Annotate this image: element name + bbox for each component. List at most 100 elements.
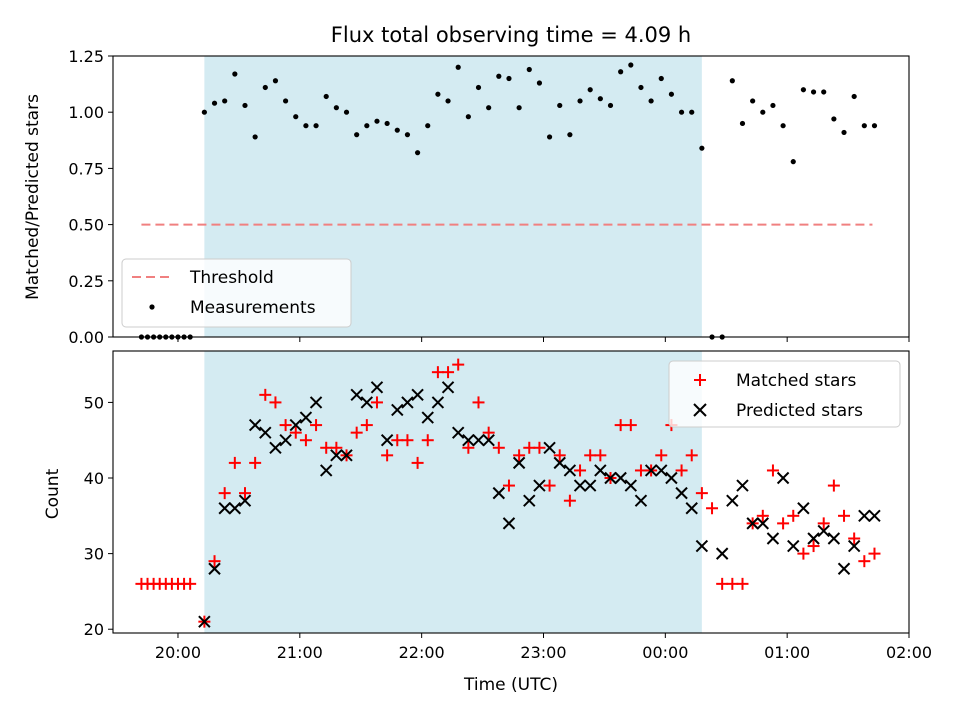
- predicted-star-point: [847, 539, 861, 553]
- top-y-tick-label: 1.25: [68, 47, 104, 66]
- top-y-tick-label: 0.75: [68, 159, 104, 178]
- predicted-star-point: [472, 434, 485, 447]
- matched-star-point: [787, 509, 800, 522]
- predicted-star-point: [309, 396, 323, 409]
- predicted-star-point: [401, 396, 414, 409]
- measurement-point: [425, 123, 431, 129]
- legend-measurement-swatch: [149, 304, 155, 310]
- matched-star-point: [736, 577, 749, 590]
- legend-threshold-label: Threshold: [189, 268, 274, 288]
- matched-star-point: [259, 388, 272, 401]
- measurement-point: [577, 98, 583, 104]
- predicted-star-point: [756, 517, 770, 530]
- predicted-star-point: [553, 456, 566, 470]
- matched-star-point: [218, 487, 231, 500]
- predicted-star-point: [766, 532, 780, 545]
- predicted-star-point: [512, 456, 526, 470]
- measurement-point: [445, 98, 451, 104]
- predicted-star-point: [411, 388, 424, 402]
- predicted-star-point: [421, 411, 434, 424]
- measurement-point: [283, 98, 289, 104]
- predicted-star-point: [746, 517, 759, 530]
- matched-star-point: [482, 426, 495, 439]
- measurement-point: [374, 118, 380, 124]
- matched-star-point: [228, 456, 241, 469]
- predicted-star-point: [726, 494, 739, 507]
- bottom-y-tick-label: 50: [84, 393, 104, 412]
- matched-star-point: [442, 366, 455, 379]
- measurement-point: [414, 150, 421, 156]
- predicted-star-point: [482, 434, 495, 447]
- top-y-tick-label: 0.00: [68, 328, 104, 347]
- predicted-star-point: [807, 532, 820, 545]
- predicted-star-point: [644, 464, 658, 477]
- x-tick-label: 21:00: [277, 643, 323, 662]
- matched-star-point: [817, 517, 830, 530]
- top-y-tick-label: 1.00: [68, 103, 104, 122]
- predicted-star-points: [198, 381, 881, 628]
- matched-star-point: [381, 449, 394, 462]
- matched-star-point: [726, 577, 739, 590]
- matched-star-point: [675, 464, 688, 477]
- predicted-star-point: [624, 479, 638, 492]
- predicted-star-point: [715, 547, 729, 560]
- predicted-star-point: [868, 509, 881, 523]
- measurement-point: [323, 93, 329, 100]
- matched-star-point: [655, 449, 668, 462]
- top-legend-box: [121, 258, 352, 328]
- matched-star-point: [289, 426, 302, 439]
- measurement-point: [496, 73, 502, 79]
- legend-matched-swatch: [694, 374, 706, 386]
- matched-star-point: [563, 494, 576, 507]
- measurement-point: [343, 109, 350, 115]
- matched-star-point: [421, 434, 434, 447]
- predicted-star-point: [523, 494, 536, 507]
- legend-predicted-swatch: [693, 403, 707, 417]
- predicted-star-point: [269, 441, 282, 454]
- measurement-point: [628, 62, 634, 68]
- measurement-point: [455, 64, 461, 70]
- predicted-star-point: [614, 471, 627, 485]
- predicted-star-point: [685, 502, 698, 515]
- measurement-point: [506, 75, 512, 82]
- predicted-star-point: [502, 517, 516, 530]
- measurement-point: [557, 102, 563, 109]
- measurement-point: [333, 105, 339, 111]
- x-tick-label: 02:00: [886, 643, 932, 662]
- measurement-point: [607, 102, 614, 109]
- measurement-point: [638, 84, 644, 91]
- measurement-point: [810, 89, 817, 95]
- predicted-star-point: [776, 471, 790, 485]
- measurement-point: [841, 129, 847, 136]
- matched-star-point: [523, 441, 536, 454]
- predicted-star-point: [320, 464, 333, 477]
- measurement-point: [618, 69, 624, 75]
- predicted-star-point: [441, 381, 455, 394]
- matched-star-point: [360, 419, 373, 432]
- measurement-point: [750, 98, 756, 104]
- predicted-star-point: [360, 396, 374, 409]
- predicted-star-point: [655, 464, 668, 477]
- matched-star-point: [695, 487, 708, 500]
- predicted-star-point: [594, 464, 607, 477]
- bottom-y-tick-label: 20: [84, 620, 104, 639]
- x-tick-label: 22:00: [399, 643, 445, 662]
- predicted-star-point: [665, 471, 678, 485]
- observing-window-shade-bottom: [204, 351, 702, 633]
- legend-matched-label: Matched stars: [736, 371, 856, 391]
- measurement-point: [242, 102, 248, 109]
- legend-predicted-label: Predicted stars: [736, 401, 863, 421]
- predicted-star-point: [573, 479, 587, 492]
- matched-star-point: [756, 509, 769, 522]
- matched-star-point: [472, 396, 485, 409]
- bottom-y-tick-label: 30: [84, 545, 104, 564]
- measurement-point: [861, 123, 867, 129]
- measurement-point: [699, 145, 705, 151]
- predicted-star-point: [228, 502, 242, 515]
- predicted-star-point: [837, 562, 851, 575]
- bottom-y-axis-label: Count: [43, 468, 63, 519]
- measurement-point: [678, 109, 685, 115]
- x-tick-label: 01:00: [764, 643, 810, 662]
- predicted-star-point: [289, 418, 302, 432]
